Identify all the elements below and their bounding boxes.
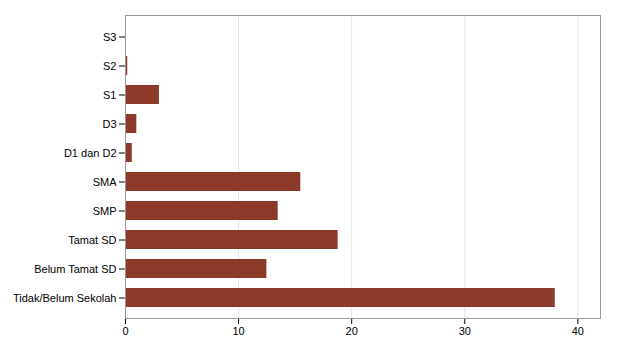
svg-text:20: 20 [346, 325, 358, 337]
svg-text:S2: S2 [103, 60, 116, 72]
svg-text:10: 10 [232, 325, 244, 337]
svg-text:Tamat SD: Tamat SD [68, 234, 116, 246]
svg-text:SMA: SMA [93, 176, 118, 188]
svg-text:Belum Tamat SD: Belum Tamat SD [34, 263, 116, 275]
svg-text:0: 0 [122, 325, 128, 337]
svg-text:D3: D3 [102, 118, 116, 130]
svg-text:D1 dan D2: D1 dan D2 [64, 147, 117, 159]
svg-text:S1: S1 [103, 89, 116, 101]
svg-text:SMP: SMP [93, 205, 117, 217]
svg-text:40: 40 [572, 325, 584, 337]
svg-text:30: 30 [459, 325, 471, 337]
svg-text:S3: S3 [103, 31, 116, 43]
svg-text:Tidak/Belum Sekolah: Tidak/Belum Sekolah [13, 292, 117, 304]
